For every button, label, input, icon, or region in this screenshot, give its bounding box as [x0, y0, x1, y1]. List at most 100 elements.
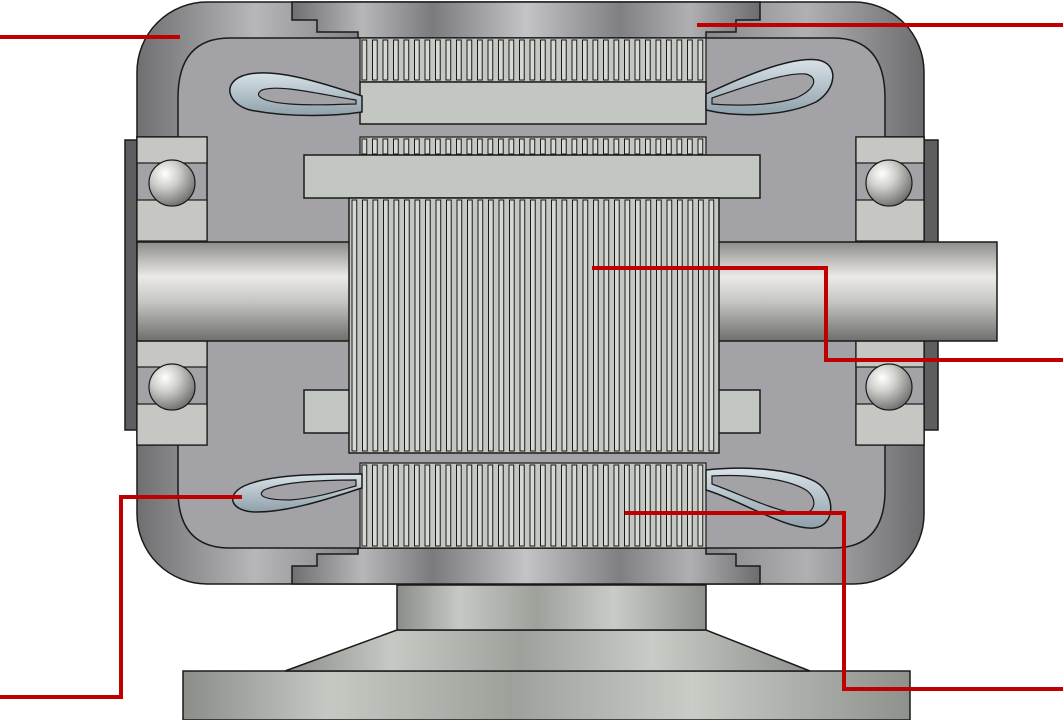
stator-slot — [529, 464, 536, 547]
rotor-slot — [372, 138, 378, 155]
stator-slot — [435, 39, 441, 81]
rotor-slot — [414, 199, 421, 452]
stator-slot — [372, 464, 378, 547]
stator-slot — [456, 464, 462, 547]
rotor-slot — [697, 138, 704, 155]
stator-slot — [372, 39, 378, 81]
stator-slot — [414, 464, 420, 547]
stator-slot — [487, 464, 494, 547]
rotor-slot — [435, 199, 442, 452]
stator-slot — [519, 464, 525, 547]
rotor-slot — [582, 199, 589, 452]
rotor-slot — [603, 199, 610, 452]
ball-icon — [148, 159, 196, 207]
leader-lines — [0, 23, 1063, 699]
rotor-slot — [529, 138, 536, 155]
rotor-slot — [645, 138, 651, 155]
stator-slot — [592, 464, 599, 547]
rotor-slot — [456, 138, 462, 155]
stator-slot — [393, 39, 399, 81]
rotor-slot — [635, 199, 641, 452]
stator-slot — [361, 464, 368, 547]
stator-slot — [498, 464, 504, 547]
stator-slot — [361, 39, 368, 81]
rotor-slot — [655, 138, 662, 155]
rotor-slot — [403, 138, 410, 155]
stator-slot — [456, 39, 462, 81]
rotor-slot — [666, 199, 673, 452]
motor-base — [182, 584, 911, 720]
rotor-slot — [509, 199, 515, 452]
rotor-slot — [393, 199, 400, 452]
stator-slot — [424, 39, 431, 81]
stator-slot — [414, 39, 420, 81]
bearing-top-left — [136, 136, 208, 242]
rotor-slot — [487, 138, 494, 155]
ball-icon — [148, 363, 196, 411]
stator-top-laminations — [361, 39, 704, 81]
stator-slot — [582, 39, 588, 81]
stator-slot — [655, 39, 662, 81]
bearings — [136, 136, 925, 446]
stator-slot — [529, 39, 536, 81]
stator-top-yoke — [359, 81, 707, 125]
rotor-slot — [414, 138, 420, 155]
stator-slot — [403, 39, 410, 81]
stator-slot — [687, 464, 693, 547]
rotor-slot — [582, 138, 588, 155]
ball-icon — [865, 363, 913, 411]
rotor-slot — [425, 199, 431, 452]
stator-slot — [550, 39, 557, 81]
stator-slot — [592, 39, 599, 81]
rotor-slot — [456, 199, 463, 452]
base-plate — [182, 670, 911, 720]
leader-stator — [625, 511, 1063, 691]
stator-slot — [676, 464, 683, 547]
stator-slot — [445, 39, 452, 81]
stator-slot — [571, 464, 578, 547]
rotor-slot — [445, 138, 452, 155]
rotor-slot — [372, 199, 379, 452]
rotor-slot — [467, 199, 473, 452]
rotor-slot — [540, 138, 546, 155]
stator-slot — [613, 39, 620, 81]
rotor-slot — [687, 138, 693, 155]
rotor — [303, 136, 761, 454]
stator-slot — [508, 39, 515, 81]
rotor-slot — [383, 199, 389, 452]
rotor-slot — [561, 199, 568, 452]
stator-slot — [519, 39, 525, 81]
stator-slot — [424, 464, 431, 547]
stator-slot — [624, 464, 630, 547]
rotor-slot — [624, 138, 630, 155]
stator-slot — [403, 464, 410, 547]
rotor-slot — [624, 199, 631, 452]
rotor-slot — [519, 138, 525, 155]
stator-slot — [697, 464, 704, 547]
base-taper — [284, 629, 811, 672]
rotor-slot — [477, 138, 483, 155]
stator-slot — [645, 39, 651, 81]
stator-slot — [613, 464, 620, 547]
rotor-slot — [634, 138, 641, 155]
rotor-slot — [351, 199, 358, 452]
base-neck — [396, 584, 707, 631]
bearing-top-right — [855, 136, 925, 242]
stator-slot — [393, 464, 399, 547]
rotor-slot — [498, 199, 505, 452]
stator-slot — [634, 39, 641, 81]
stator-slot — [687, 39, 693, 81]
stator-slot — [540, 464, 546, 547]
housing-top-cap — [291, 1, 761, 39]
stator-slot — [466, 39, 473, 81]
stator-top — [359, 37, 707, 125]
rotor-slot — [466, 138, 473, 155]
bearing-bottom-left — [136, 340, 208, 446]
rotor-slot — [361, 138, 368, 155]
stator-bottom-laminations — [361, 464, 704, 547]
stator-slot — [603, 464, 609, 547]
rotor-slot — [424, 138, 431, 155]
rotor-slot — [477, 199, 484, 452]
ball-icon — [865, 159, 913, 207]
